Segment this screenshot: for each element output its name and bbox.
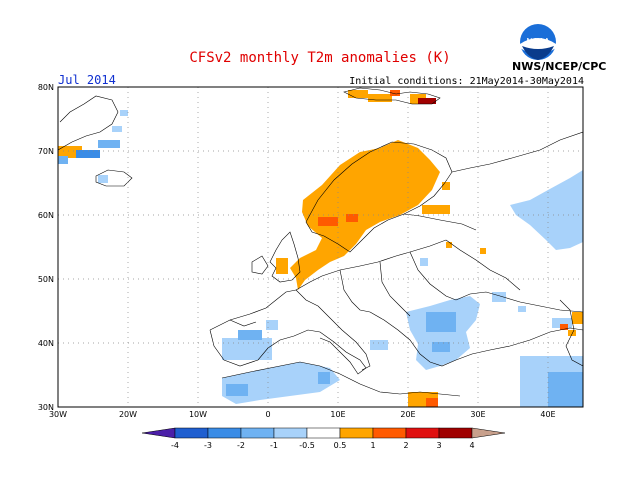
colorbar-label: 3 <box>436 441 441 450</box>
lat-axis: 80N 70N 60N 50N 40N 30N <box>38 83 54 412</box>
colorbar-label: 4 <box>469 441 474 450</box>
colorbar-swatch <box>405 427 440 439</box>
initial-conditions: Initial conditions: 21May2014-30May2014 <box>349 76 584 87</box>
colorbar-label: 0.5 <box>334 441 347 450</box>
lat-label: 60N <box>38 211 54 220</box>
colorbar-label: -0.5 <box>299 441 315 450</box>
anomaly-cells <box>58 90 583 407</box>
colorbar-swatch <box>372 427 407 439</box>
agency-label: NWS/NCEP/CPC <box>512 60 607 73</box>
lon-label: 10E <box>330 410 345 419</box>
colorbar-high-arrow <box>471 427 506 439</box>
colorbar-swatch <box>207 427 242 439</box>
graticule <box>58 87 583 407</box>
lon-label: 10W <box>189 410 207 419</box>
lat-label: 70N <box>38 147 54 156</box>
map-title: CFSv2 monthly T2m anomalies (K) <box>189 50 451 66</box>
lon-label: 20W <box>119 410 137 419</box>
lon-label: 40E <box>540 410 555 419</box>
colorbar-swatch <box>438 427 473 439</box>
coastlines <box>58 87 583 397</box>
map-frame <box>57 86 584 408</box>
lon-label: 20E <box>400 410 415 419</box>
lon-label: 30W <box>49 410 67 419</box>
colorbar-swatch <box>339 427 374 439</box>
colorbar-label: -1 <box>270 441 278 450</box>
colorbar-label: -2 <box>237 441 245 450</box>
lon-axis: 30W 20W 10W 0 10E 20E 30E 40E <box>49 410 556 419</box>
colorbar-swatch <box>273 427 308 439</box>
colorbar-label: 1 <box>370 441 375 450</box>
logo-text: NOAA <box>526 37 550 46</box>
lat-label: 30N <box>38 403 54 412</box>
colorbar-label: -3 <box>204 441 212 450</box>
lon-label: 30E <box>470 410 485 419</box>
colorbar-swatch <box>306 427 341 439</box>
colorbar-swatch <box>174 427 209 439</box>
colorbar: -4 -3 -2 -1 -0.5 0.5 1 2 3 4 <box>141 427 506 450</box>
lat-label: 50N <box>38 275 54 284</box>
colorbar-label: 2 <box>403 441 408 450</box>
colorbar-swatch <box>240 427 275 439</box>
lat-label: 40N <box>38 339 54 348</box>
colorbar-label: -4 <box>171 441 179 450</box>
noaa-logo: NOAA <box>518 22 558 66</box>
lat-label: 80N <box>38 83 54 92</box>
lon-label: 0 <box>265 410 270 419</box>
colorbar-low-arrow <box>141 427 176 439</box>
period-label: Jul 2014 <box>58 73 116 87</box>
